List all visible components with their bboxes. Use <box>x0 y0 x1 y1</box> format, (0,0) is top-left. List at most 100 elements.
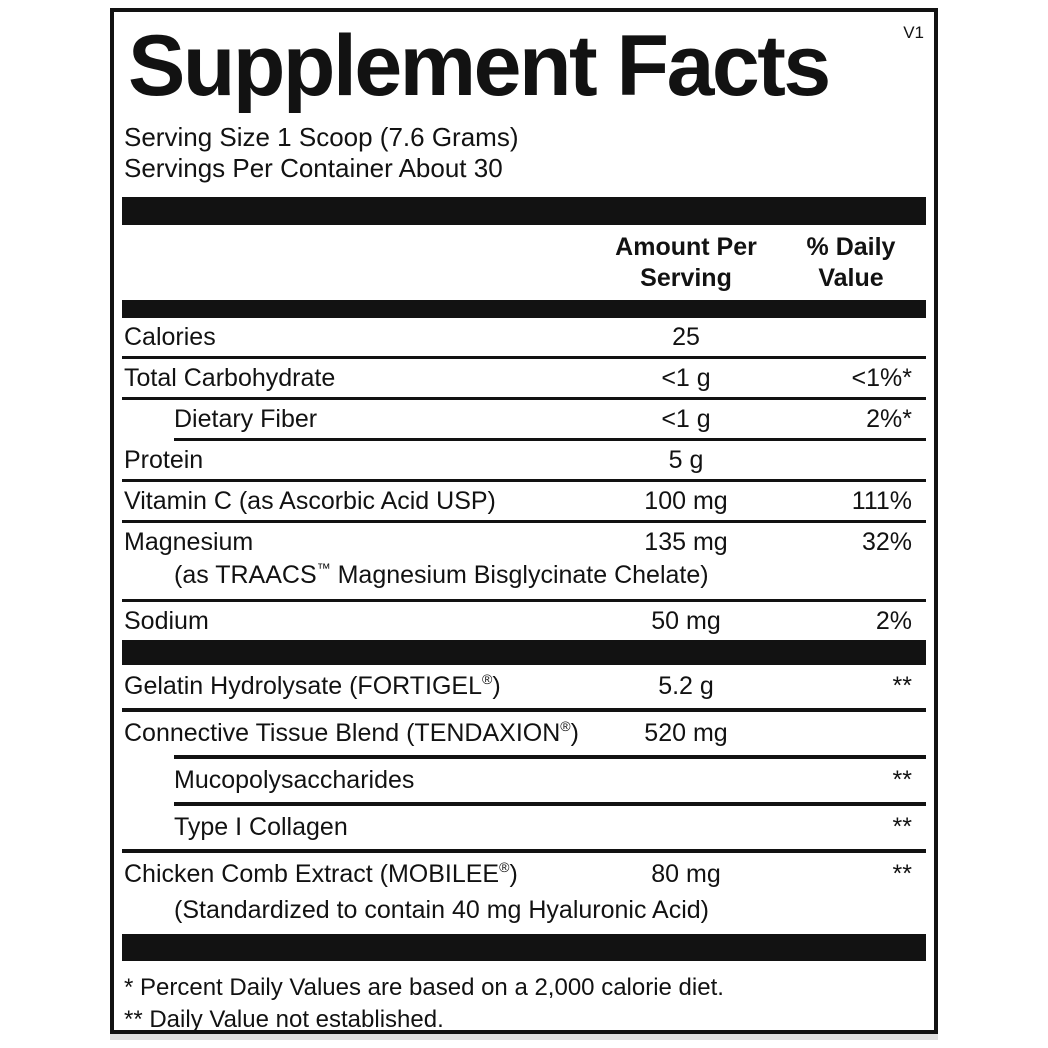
ingredient-label: Dietary Fiber <box>122 405 586 434</box>
row-connective-tissue-blend: Connective Tissue Blend (TENDAXION®) 520 … <box>122 712 926 755</box>
amount-value: 5 g <box>668 445 704 474</box>
row-divider <box>174 802 926 806</box>
version-tag: V1 <box>903 23 924 42</box>
daily-value: ** <box>892 766 912 794</box>
label-text: Protein <box>124 445 204 474</box>
row-dietary-fiber: Dietary Fiber <1 g 2%* <box>122 400 926 438</box>
daily-value: 2% <box>875 606 912 635</box>
nutrients-table-top: Calories 25 Total Carbohydrate <1 g <1%* Diet… <box>122 318 926 640</box>
column-headers: Amount Per Serving % Daily Value <box>122 225 926 300</box>
page-title: Supplement Facts <box>128 18 831 114</box>
ingredient-label: Sodium <box>122 607 586 636</box>
daily-value: 2%* <box>866 404 912 433</box>
row-divider <box>122 397 926 400</box>
amount-value: 100 mg <box>644 486 728 515</box>
amount-per-serving-header: Amount Per Serving <box>586 232 786 294</box>
daily-value: ** <box>892 813 912 841</box>
row-chicken-comb-extract: Chicken Comb Extract (MOBILEE®) 80 mg ** (S… <box>122 853 926 931</box>
thick-separator-bar <box>122 640 926 665</box>
label-text: Sodium <box>124 606 209 635</box>
daily-value-header: % Daily Value <box>786 232 926 294</box>
amount-value: 520 mg <box>644 719 728 747</box>
column-header-spacer <box>122 232 586 294</box>
ingredient-label: Chicken Comb Extract (MOBILEE®) <box>122 859 586 889</box>
daily-value: ** <box>892 860 912 888</box>
thick-separator-bar <box>122 934 926 961</box>
ingredient-label: Protein <box>122 446 586 475</box>
ingredient-label: Magnesium <box>122 528 586 557</box>
label-text: ) <box>492 672 501 700</box>
row-gelatin-hydrolysate: Gelatin Hydrolysate (FORTIGEL®) 5.2 g ** <box>122 665 926 708</box>
row-vitamin-c: Vitamin C (as Ascorbic Acid USP) 100 mg 11… <box>122 482 926 520</box>
label-text: Total Carbohydrate <box>124 363 336 392</box>
amount-value: 80 mg <box>651 860 721 888</box>
amount-value: <1 g <box>661 363 711 392</box>
daily-value: <1%* <box>851 363 912 392</box>
label-text: Chicken Comb Extract (MOBILEE <box>124 860 500 888</box>
label-text: Calories <box>124 322 216 351</box>
trademark-symbol: ® <box>481 671 493 687</box>
amount-header-line-2: Serving <box>640 264 732 292</box>
row-calories: Calories 25 <box>122 318 926 356</box>
masthead: Supplement Facts V1 <box>122 18 926 114</box>
label-text: Dietary Fiber <box>174 404 318 433</box>
supplement-facts-panel: Supplement Facts V1 Serving Size 1 Scoop… <box>110 8 938 1034</box>
label-text: Vitamin C (as Ascorbic Acid USP) <box>124 486 496 515</box>
label-text: Magnesium <box>124 527 254 556</box>
trademark-symbol: ® <box>560 718 571 734</box>
servings-per-container-text: Servings Per Container About 30 <box>124 153 503 183</box>
row-divider <box>122 849 926 853</box>
row-mucopolysaccharides: Mucopolysaccharides ** <box>122 759 926 802</box>
ingredient-label: Gelatin Hydrolysate (FORTIGEL®) <box>122 671 586 701</box>
row-magnesium: Magnesium 135 mg 32% (as TRAACS™ Magnesium … <box>122 523 926 599</box>
ingredient-label: Mucopolysaccharides <box>122 766 586 795</box>
amount-value: 135 mg <box>644 527 728 556</box>
amount-header-line-1: Amount Per <box>615 233 757 261</box>
row-type-i-collagen: Type I Collagen ** <box>122 806 926 849</box>
label-text: ) <box>509 860 518 888</box>
amount-value: 50 mg <box>651 606 721 635</box>
nutrients-table-bottom: Gelatin Hydrolysate (FORTIGEL®) 5.2 g ** Co… <box>122 665 926 931</box>
row-divider <box>174 438 926 441</box>
row-divider <box>174 755 926 759</box>
ingredient-label: Calories <box>122 323 586 352</box>
label-text: (as TRAACS <box>174 561 317 589</box>
serving-info: Serving Size 1 Scoop (7.6 Grams) Serving… <box>122 122 926 184</box>
thick-separator-bar <box>122 300 926 318</box>
ingredient-label: Vitamin C (as Ascorbic Acid USP) <box>122 487 586 516</box>
ingredient-detail: (Standardized to contain 40 mg Hyaluroni… <box>122 896 926 931</box>
row-total-carbohydrate: Total Carbohydrate <1 g <1%* <box>122 359 926 397</box>
ingredient-label: Connective Tissue Blend (TENDAXION®) <box>122 718 586 748</box>
thick-separator-bar <box>122 197 926 225</box>
row-divider <box>122 708 926 712</box>
serving-size-text: Serving Size 1 Scoop (7.6 Grams) <box>124 122 519 152</box>
label-text: Gelatin Hydrolysate (FORTIGEL <box>124 672 482 700</box>
ingredient-label: Total Carbohydrate <box>122 364 586 393</box>
daily-value: 32% <box>861 527 912 556</box>
amount-value: 5.2 g <box>658 672 714 700</box>
label-text: Type I Collagen <box>174 813 348 841</box>
amount-value: <1 g <box>661 404 711 433</box>
label-text: ) <box>570 719 579 747</box>
row-divider <box>122 356 926 359</box>
label-text: Mucopolysaccharides <box>174 766 415 794</box>
row-divider <box>122 520 926 523</box>
label-text: Magnesium Bisglycinate Chelate) <box>330 561 709 589</box>
row-sodium: Sodium 50 mg 2% <box>122 602 926 640</box>
daily-value: ** <box>892 672 912 700</box>
amount-value: 25 <box>672 322 700 351</box>
row-divider <box>122 479 926 482</box>
ingredient-label: Type I Collagen <box>122 813 586 842</box>
trademark-symbol: ® <box>499 859 510 875</box>
daily-value: 111% <box>851 486 912 515</box>
daily-value-header-line-2: Value <box>818 264 884 292</box>
trademark-symbol: ™ <box>316 560 331 576</box>
label-text: (Standardized to contain 40 mg Hyaluroni… <box>174 896 710 924</box>
row-protein: Protein 5 g <box>122 441 926 479</box>
label-text: Connective Tissue Blend (TENDAXION <box>124 719 561 747</box>
row-divider <box>122 599 926 602</box>
ingredient-detail: (as TRAACS™ Magnesium Bisglycinate Chela… <box>122 560 926 599</box>
footnote-daily-values: * Percent Daily Values are based on a 2,… <box>124 974 724 1001</box>
daily-value-header-line-1: % Daily <box>806 233 896 261</box>
